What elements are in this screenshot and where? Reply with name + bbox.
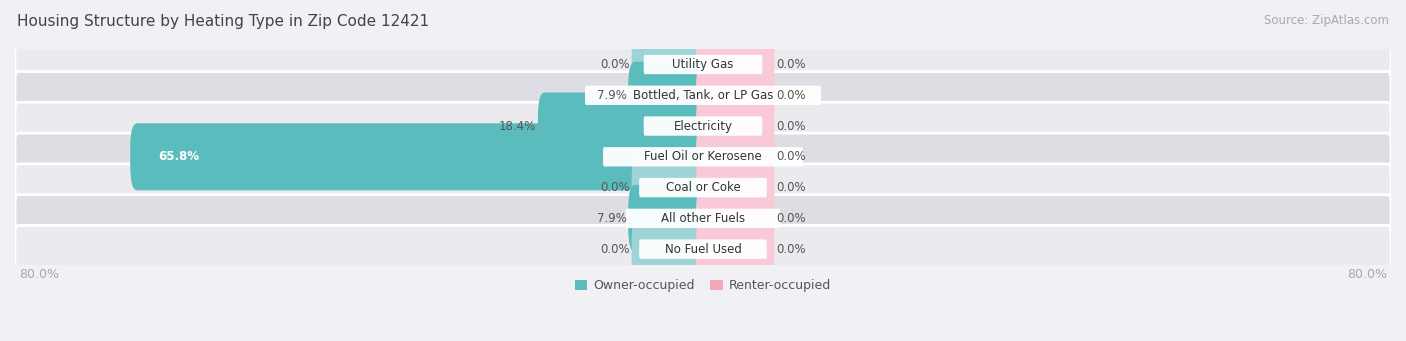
FancyBboxPatch shape: [644, 116, 762, 136]
FancyBboxPatch shape: [15, 164, 1391, 211]
FancyBboxPatch shape: [15, 133, 1391, 180]
FancyBboxPatch shape: [631, 185, 710, 252]
Text: 0.0%: 0.0%: [600, 58, 630, 71]
Text: 0.0%: 0.0%: [600, 181, 630, 194]
Text: 80.0%: 80.0%: [20, 268, 59, 281]
FancyBboxPatch shape: [626, 209, 780, 228]
FancyBboxPatch shape: [15, 225, 1391, 273]
Text: 0.0%: 0.0%: [776, 150, 806, 163]
FancyBboxPatch shape: [131, 123, 710, 190]
FancyBboxPatch shape: [696, 154, 775, 221]
FancyBboxPatch shape: [15, 102, 1391, 150]
FancyBboxPatch shape: [538, 92, 710, 160]
Text: 0.0%: 0.0%: [776, 89, 806, 102]
FancyBboxPatch shape: [15, 195, 1391, 242]
Text: 0.0%: 0.0%: [776, 212, 806, 225]
Text: Housing Structure by Heating Type in Zip Code 12421: Housing Structure by Heating Type in Zip…: [17, 14, 429, 29]
FancyBboxPatch shape: [631, 92, 710, 160]
Text: 0.0%: 0.0%: [776, 120, 806, 133]
FancyBboxPatch shape: [631, 31, 710, 98]
FancyBboxPatch shape: [585, 86, 821, 105]
FancyBboxPatch shape: [631, 123, 710, 190]
Text: Utility Gas: Utility Gas: [672, 58, 734, 71]
Text: No Fuel Used: No Fuel Used: [665, 243, 741, 256]
FancyBboxPatch shape: [640, 178, 766, 197]
FancyBboxPatch shape: [631, 62, 710, 129]
Text: 7.9%: 7.9%: [596, 212, 627, 225]
FancyBboxPatch shape: [696, 92, 775, 160]
FancyBboxPatch shape: [696, 62, 775, 129]
Text: 65.8%: 65.8%: [159, 150, 200, 163]
Text: 0.0%: 0.0%: [600, 243, 630, 256]
FancyBboxPatch shape: [640, 239, 766, 259]
Legend: Owner-occupied, Renter-occupied: Owner-occupied, Renter-occupied: [569, 274, 837, 297]
FancyBboxPatch shape: [15, 72, 1391, 119]
Text: 0.0%: 0.0%: [776, 181, 806, 194]
FancyBboxPatch shape: [696, 216, 775, 283]
FancyBboxPatch shape: [603, 147, 803, 166]
FancyBboxPatch shape: [644, 55, 762, 74]
Text: 18.4%: 18.4%: [499, 120, 536, 133]
FancyBboxPatch shape: [696, 31, 775, 98]
FancyBboxPatch shape: [696, 123, 775, 190]
Text: Bottled, Tank, or LP Gas: Bottled, Tank, or LP Gas: [633, 89, 773, 102]
FancyBboxPatch shape: [628, 185, 710, 252]
FancyBboxPatch shape: [15, 41, 1391, 88]
FancyBboxPatch shape: [696, 185, 775, 252]
Text: 0.0%: 0.0%: [776, 243, 806, 256]
Text: Coal or Coke: Coal or Coke: [665, 181, 741, 194]
FancyBboxPatch shape: [628, 62, 710, 129]
Text: 0.0%: 0.0%: [776, 58, 806, 71]
FancyBboxPatch shape: [631, 154, 710, 221]
Text: Source: ZipAtlas.com: Source: ZipAtlas.com: [1264, 14, 1389, 27]
Text: 7.9%: 7.9%: [596, 89, 627, 102]
Text: Fuel Oil or Kerosene: Fuel Oil or Kerosene: [644, 150, 762, 163]
Text: All other Fuels: All other Fuels: [661, 212, 745, 225]
FancyBboxPatch shape: [631, 216, 710, 283]
Text: Electricity: Electricity: [673, 120, 733, 133]
Text: 80.0%: 80.0%: [1347, 268, 1386, 281]
